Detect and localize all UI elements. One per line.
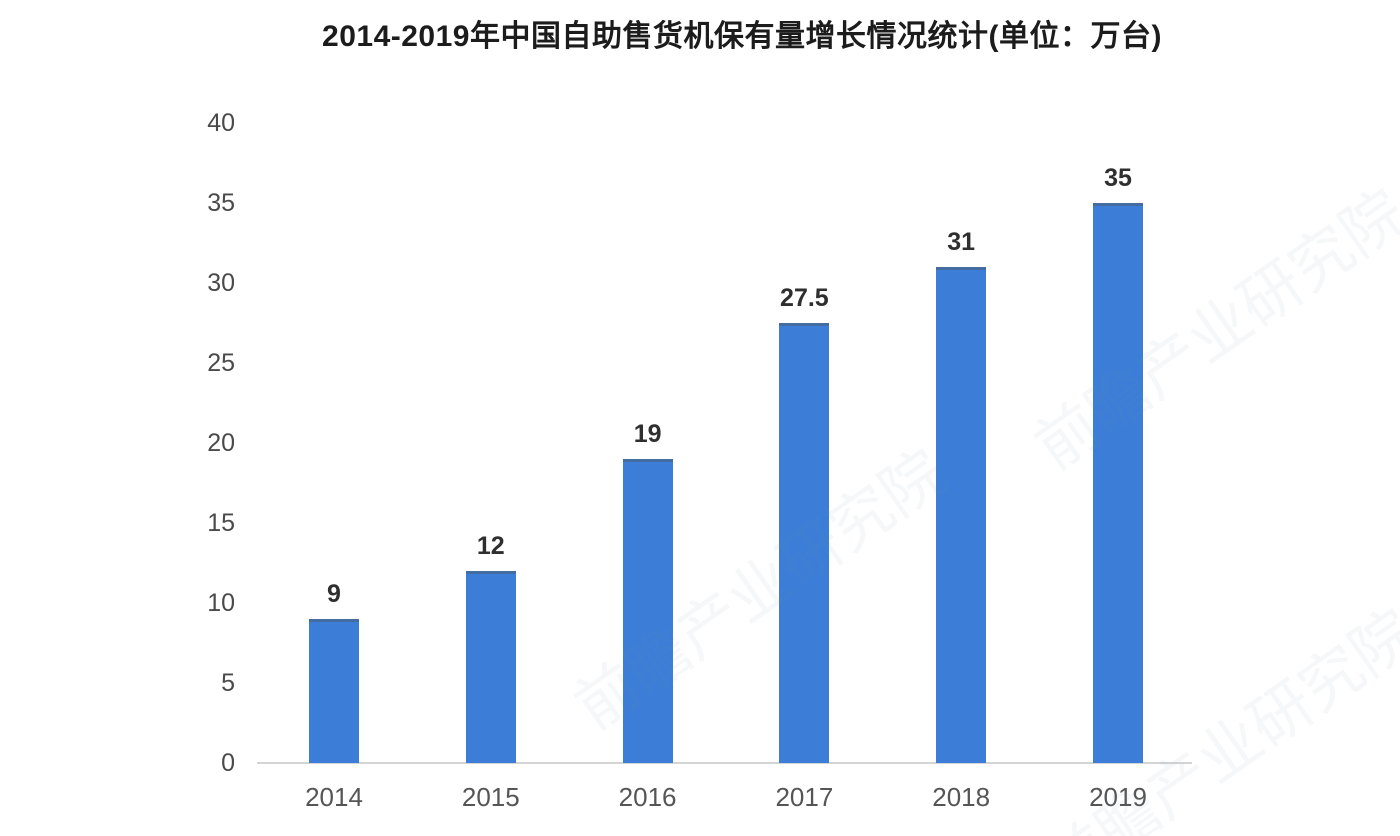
bar-value-label: 31: [947, 228, 976, 256]
x-axis-line: [257, 762, 1192, 764]
x-tick-label: 2019: [1089, 782, 1147, 812]
y-tick-label: 35: [207, 189, 235, 217]
chart-title: 2014-2019年中国自助售货机保有量增长情况统计(单位：万台): [322, 20, 1162, 53]
y-tick-label: 40: [207, 109, 235, 137]
y-tick-label: 20: [207, 429, 235, 457]
bar-value-label: 12: [476, 532, 505, 560]
bar-value-label: 19: [633, 420, 662, 448]
bar-2019: [1093, 203, 1143, 763]
x-tick-label: 2018: [932, 782, 991, 812]
bar-2015: [465, 571, 516, 763]
y-tick-label: 10: [207, 589, 235, 617]
bar-2016: [622, 459, 673, 763]
watermark: 前瞻产业研究院: [563, 437, 959, 744]
y-tick-label: 15: [207, 509, 235, 537]
x-tick-label: 2016: [618, 782, 677, 812]
bar-2018: [936, 267, 987, 763]
bar-value-label: 9: [327, 580, 341, 608]
y-tick-label: 5: [221, 669, 235, 697]
bar-2014: [309, 619, 359, 763]
bar-value-label: 35: [1104, 164, 1132, 192]
x-tick-label: 2017: [775, 782, 834, 812]
y-tick-label: 0: [221, 749, 235, 777]
watermark: 前瞻产业研究院: [1023, 177, 1400, 484]
x-tick-label: 2015: [461, 782, 520, 812]
bar-2017: [779, 323, 830, 763]
bar-value-label: 27.5: [780, 284, 829, 312]
y-tick-label: 30: [207, 269, 235, 297]
y-tick-label: 25: [207, 349, 235, 377]
x-tick-label: 2014: [305, 782, 363, 812]
